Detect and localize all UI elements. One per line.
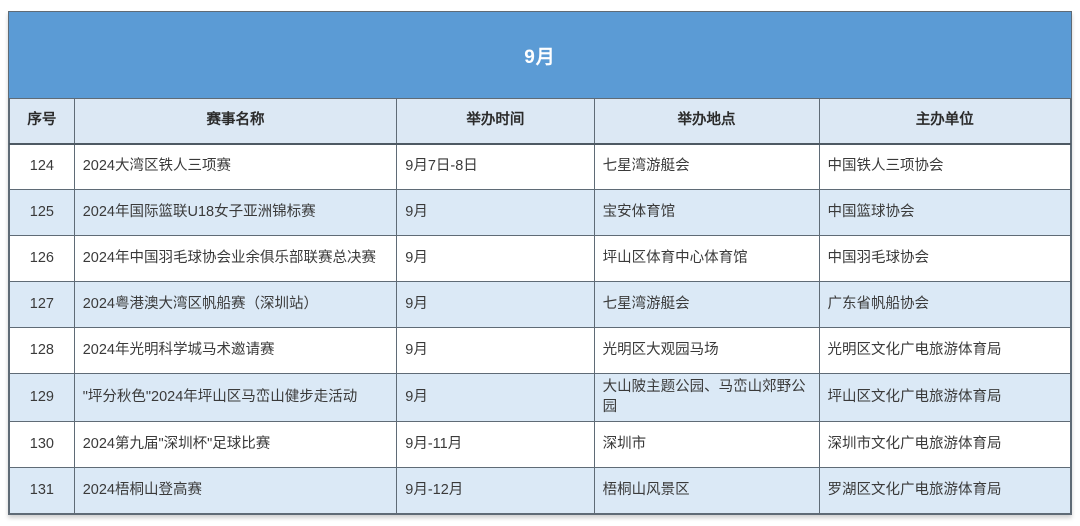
- header-row: 序号 赛事名称 举办时间 举办地点 主办单位: [9, 98, 1072, 145]
- month-title: 9月: [524, 46, 556, 68]
- cell-organizer: 坪山区文化广电旅游体育局: [818, 372, 1072, 423]
- cell-venue: 光明区大观园马场: [593, 327, 820, 374]
- cell-venue: 七星湾游艇会: [593, 143, 820, 190]
- cell-no: 129: [9, 372, 75, 423]
- cell-no: 131: [9, 467, 75, 515]
- cell-no: 126: [9, 235, 75, 282]
- cell-event-name: 2024第九届"深圳杯"足球比赛: [73, 421, 398, 469]
- cell-time: 9月: [396, 372, 595, 423]
- table-row: 127 2024粤港澳大湾区帆船赛（深圳站） 9月 七星湾游艇会 广东省帆船协会: [9, 281, 1072, 328]
- table-row: 131 2024梧桐山登高赛 9月-12月 梧桐山风景区 罗湖区文化广电旅游体育…: [9, 467, 1072, 515]
- cell-event-name: 2024大湾区铁人三项赛: [73, 143, 398, 190]
- cell-time: 9月-12月: [396, 467, 595, 515]
- column-header-organizer: 主办单位: [818, 98, 1072, 145]
- cell-venue: 梧桐山风景区: [593, 467, 820, 515]
- cell-organizer: 深圳市文化广电旅游体育局: [818, 421, 1072, 469]
- column-header-venue: 举办地点: [593, 98, 820, 145]
- table-row: 128 2024年光明科学城马术邀请赛 9月 光明区大观园马场 光明区文化广电旅…: [9, 327, 1072, 374]
- cell-organizer: 广东省帆船协会: [818, 281, 1072, 328]
- column-header-no: 序号: [9, 98, 75, 145]
- column-header-time: 举办时间: [396, 98, 595, 145]
- cell-time: 9月: [396, 281, 595, 328]
- cell-time: 9月7日-8日: [396, 143, 595, 190]
- cell-no: 125: [9, 189, 75, 236]
- cell-event-name: 2024梧桐山登高赛: [73, 467, 398, 515]
- cell-no: 127: [9, 281, 75, 328]
- table-header: 序号 赛事名称 举办时间 举办地点 主办单位: [9, 98, 1072, 145]
- events-table-container: 9月 序号 赛事名称 举办时间 举办地点 主办单位 124 2024大湾区铁人三…: [8, 11, 1072, 516]
- cell-time: 9月: [396, 235, 595, 282]
- cell-organizer: 中国羽毛球协会: [818, 235, 1072, 282]
- cell-event-name: 2024年中国羽毛球协会业余俱乐部联赛总决赛: [73, 235, 398, 282]
- cell-no: 124: [9, 143, 75, 190]
- cell-venue: 七星湾游艇会: [593, 281, 820, 328]
- cell-organizer: 罗湖区文化广电旅游体育局: [818, 467, 1072, 515]
- table-row: 124 2024大湾区铁人三项赛 9月7日-8日 七星湾游艇会 中国铁人三项协会: [9, 143, 1072, 190]
- cell-event-name: 2024年国际篮联U18女子亚洲锦标赛: [73, 189, 398, 236]
- column-header-name: 赛事名称: [73, 98, 398, 145]
- table-row: 126 2024年中国羽毛球协会业余俱乐部联赛总决赛 9月 坪山区体育中心体育馆…: [9, 235, 1072, 282]
- cell-time: 9月: [396, 189, 595, 236]
- month-title-bar: 9月: [9, 12, 1071, 98]
- cell-time: 9月: [396, 327, 595, 374]
- cell-organizer: 中国篮球协会: [818, 189, 1072, 236]
- cell-venue: 深圳市: [593, 421, 820, 469]
- cell-event-name: 2024年光明科学城马术邀请赛: [73, 327, 398, 374]
- events-table: 序号 赛事名称 举办时间 举办地点 主办单位 124 2024大湾区铁人三项赛 …: [9, 98, 1072, 515]
- cell-venue: 坪山区体育中心体育馆: [593, 235, 820, 282]
- cell-event-name: 2024粤港澳大湾区帆船赛（深圳站）: [73, 281, 398, 328]
- cell-no: 130: [9, 421, 75, 469]
- table-row: 129 "坪分秋色"2024年坪山区马峦山健步走活动 9月 大山陂主题公园、马峦…: [9, 372, 1072, 423]
- cell-venue: 宝安体育馆: [593, 189, 820, 236]
- cell-no: 128: [9, 327, 75, 374]
- cell-venue: 大山陂主题公园、马峦山郊野公园: [593, 372, 820, 423]
- table-row: 125 2024年国际篮联U18女子亚洲锦标赛 9月 宝安体育馆 中国篮球协会: [9, 189, 1072, 236]
- cell-event-name: "坪分秋色"2024年坪山区马峦山健步走活动: [73, 372, 398, 423]
- cell-organizer: 中国铁人三项协会: [818, 143, 1072, 190]
- table-row: 130 2024第九届"深圳杯"足球比赛 9月-11月 深圳市 深圳市文化广电旅…: [9, 421, 1072, 469]
- table-body: 124 2024大湾区铁人三项赛 9月7日-8日 七星湾游艇会 中国铁人三项协会…: [9, 143, 1072, 515]
- cell-time: 9月-11月: [396, 421, 595, 469]
- cell-organizer: 光明区文化广电旅游体育局: [818, 327, 1072, 374]
